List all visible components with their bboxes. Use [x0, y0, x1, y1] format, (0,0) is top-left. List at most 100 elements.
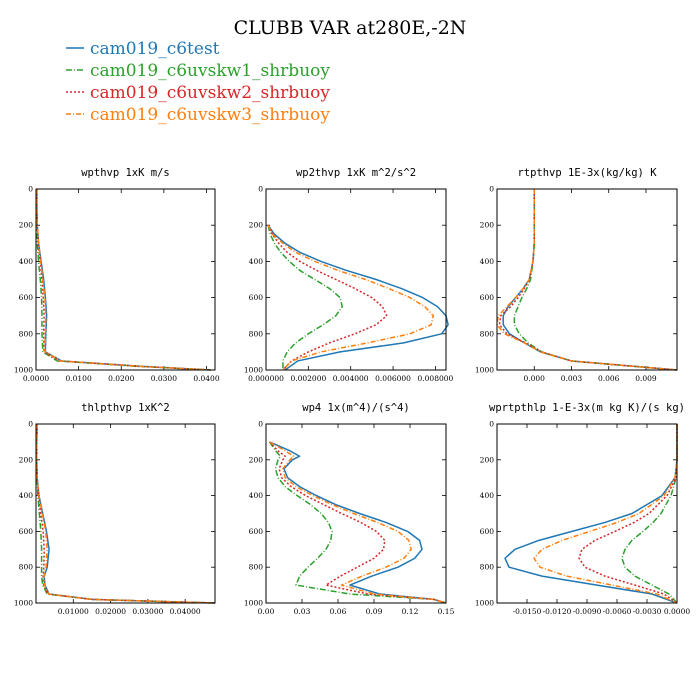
y-tick-label: 600	[480, 293, 495, 302]
x-tick-label: 0.006000	[375, 374, 411, 383]
y-tick-label: 1000	[14, 366, 33, 375]
series-line	[267, 224, 388, 371]
legend-item: cam019_c6uvskw3_shrbuoy	[66, 105, 330, 125]
y-tick-label: 0	[258, 420, 263, 429]
y-tick-label: 200	[480, 221, 495, 230]
series-line	[496, 189, 678, 371]
y-tick-label: 0	[28, 420, 33, 429]
plot-frame	[35, 188, 216, 371]
y-tick-label: 1000	[14, 599, 33, 608]
y-tick-label: 600	[249, 527, 264, 536]
y-tick-label: 1000	[475, 599, 494, 608]
y-tick-label: 200	[19, 221, 34, 230]
y-tick-label: 0	[258, 185, 263, 194]
y-tick-label: 400	[19, 491, 34, 500]
y-tick-label: 800	[480, 563, 495, 572]
legend-item: cam019_c6test	[66, 39, 220, 59]
x-tick-label: 0.0200	[108, 374, 134, 383]
y-tick-label: 200	[249, 221, 264, 230]
x-tick-label: 0.0400	[193, 374, 219, 383]
y-tick-label: 400	[19, 257, 34, 266]
x-tick-label: 0.0000	[23, 374, 49, 383]
x-tick-label: 0.06	[330, 607, 347, 616]
x-tick-label: -0.0090	[573, 607, 602, 616]
y-tick-label: 200	[480, 455, 495, 464]
y-tick-label: 1000	[244, 599, 263, 608]
series-line	[621, 424, 678, 604]
x-tick-label: 0.000000	[248, 374, 284, 383]
y-tick-label: 800	[249, 329, 264, 338]
panel-title: wpthvp 1xK m/s	[81, 167, 170, 179]
panel-title: wp2thvp 1xK m^2/s^2	[296, 167, 416, 179]
y-tick-label: 600	[19, 293, 34, 302]
panel-title: thlpthvp 1xK^2	[81, 402, 170, 414]
x-tick-label: 0.04000	[170, 607, 201, 616]
x-tick-label: 0.03000	[132, 607, 163, 616]
legend-label: cam019_c6uvskw1_shrbuoy	[90, 61, 330, 81]
figure-title: CLUBB VAR at280E,-2N	[234, 17, 467, 39]
x-tick-label: 0.00	[258, 607, 275, 616]
y-tick-label: 1000	[475, 366, 494, 375]
x-tick-label: 0.03	[294, 607, 311, 616]
x-tick-label: 0.09	[366, 607, 383, 616]
series-line	[269, 441, 447, 604]
x-tick-label: 0.0300	[151, 374, 177, 383]
legend-label: cam019_c6test	[90, 39, 220, 59]
x-tick-label: 0.01000	[58, 607, 89, 616]
panel-title: wprtpthlp 1-E-3x(m kg K)/(s kg)	[489, 402, 685, 414]
y-tick-label: 600	[480, 527, 495, 536]
plot-frame	[496, 423, 678, 604]
y-tick-label: 200	[19, 455, 34, 464]
y-tick-label: 400	[480, 257, 495, 266]
x-tick-label: 0.008000	[418, 374, 454, 383]
chart-panel: wp2thvp 1xK m^2/s^2020040060080010000.00…	[244, 167, 454, 383]
series-line	[267, 225, 343, 370]
x-tick-label: -0.0120	[543, 607, 572, 616]
x-tick-label: 0.006	[598, 374, 620, 383]
series-line	[267, 224, 449, 371]
series-line	[269, 441, 447, 604]
series-line	[268, 441, 447, 604]
y-tick-label: 1000	[244, 366, 263, 375]
series-line	[36, 423, 216, 604]
x-tick-label: 0.000	[523, 374, 545, 383]
y-tick-label: 600	[19, 527, 34, 536]
y-tick-label: 0	[489, 420, 494, 429]
series-line	[269, 441, 447, 604]
legend-label: cam019_c6uvskw3_shrbuoy	[90, 105, 330, 125]
plot-frame	[265, 188, 447, 371]
x-tick-label: 0.15	[438, 607, 455, 616]
y-tick-label: 800	[480, 329, 495, 338]
chart-panel: rtpthvp 1E-3x(kg/kg) K 0 200 400 600 800 1000 0…	[475, 167, 678, 383]
y-tick-label: 800	[249, 563, 264, 572]
y-tick-label: 0	[489, 185, 494, 194]
series-line	[578, 424, 678, 604]
y-tick-label: 0	[28, 185, 33, 194]
x-tick-label: 0.0000	[664, 607, 690, 616]
legend-label: cam019_c6uvskw2_shrbuoy	[90, 83, 330, 103]
y-tick-label: 800	[19, 563, 34, 572]
chart-panel: thlpthvp 1xK^2 0 200 400 600 800 1000 0.01000 0.…	[14, 402, 216, 616]
y-tick-label: 400	[249, 491, 264, 500]
legend: cam019_c6test cam019_c6uvskw1_shrbuoy ca…	[66, 39, 330, 125]
x-tick-label: 0.009	[635, 374, 657, 383]
legend-item: cam019_c6uvskw2_shrbuoy	[66, 83, 330, 103]
y-tick-label: 400	[480, 491, 495, 500]
y-tick-label: 200	[249, 455, 264, 464]
plot-frame	[35, 423, 216, 604]
plot-frame	[496, 188, 678, 371]
panel-title: rtpthvp 1E-3x(kg/kg) K	[517, 167, 657, 179]
x-tick-label: 0.004000	[333, 374, 369, 383]
x-tick-label: -0.0150	[513, 607, 542, 616]
y-tick-label: 600	[249, 293, 264, 302]
series-line	[267, 224, 435, 371]
x-tick-label: -0.0060	[603, 607, 632, 616]
legend-item: cam019_c6uvskw1_shrbuoy	[66, 61, 330, 81]
plot-frame	[265, 423, 447, 604]
series-line	[36, 189, 211, 371]
x-tick-label: 0.0100	[65, 374, 91, 383]
